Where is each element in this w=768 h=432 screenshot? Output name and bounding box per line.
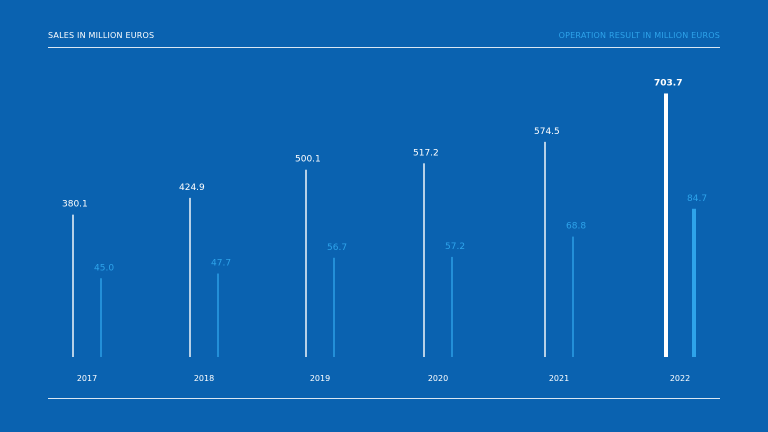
bar-operation-2019	[333, 257, 335, 357]
label-operation-2019: 56.7	[327, 243, 347, 253]
label-sales-2020: 517.2	[413, 148, 439, 158]
legend-operation-result: OPERATION RESULT IN MILLION EUROS	[558, 31, 720, 40]
label-operation-2021: 68.8	[566, 222, 586, 232]
label-sales-2017: 380.1	[62, 200, 88, 210]
label-operation-2020: 57.2	[445, 242, 465, 252]
bar-sales-2017	[72, 214, 74, 357]
label-sales-2022: 703.7	[654, 78, 682, 88]
bar-operation-2022	[692, 208, 696, 357]
label-operation-2018: 47.7	[211, 259, 231, 269]
bottom-rule	[48, 398, 720, 399]
bar-operation-2021	[572, 236, 574, 357]
bar-operation-2020	[451, 256, 453, 357]
label-operation-2022: 84.7	[687, 194, 707, 204]
label-sales-2021: 574.5	[534, 127, 560, 137]
bar-sales-2019	[305, 169, 307, 357]
bar-operation-2018	[217, 273, 219, 357]
label-sales-2018: 424.9	[179, 183, 205, 193]
category-label-2021: 2021	[549, 374, 569, 383]
bar-sales-2018	[189, 197, 191, 357]
category-label-2018: 2018	[194, 374, 214, 383]
bar-sales-2021	[544, 141, 546, 357]
category-label-2020: 2020	[428, 374, 448, 383]
category-label-2022: 2022	[670, 374, 690, 383]
label-operation-2017: 45.0	[94, 263, 114, 273]
top-rule	[48, 47, 720, 48]
legend-sales: SALES IN MILLION EUROS	[48, 31, 155, 40]
category-label-2019: 2019	[310, 374, 330, 383]
bar-sales-2022	[664, 93, 668, 357]
label-sales-2019: 500.1	[295, 155, 321, 165]
bar-operation-2017	[100, 278, 102, 357]
category-label-2017: 2017	[77, 374, 97, 383]
bar-sales-2020	[423, 163, 425, 357]
